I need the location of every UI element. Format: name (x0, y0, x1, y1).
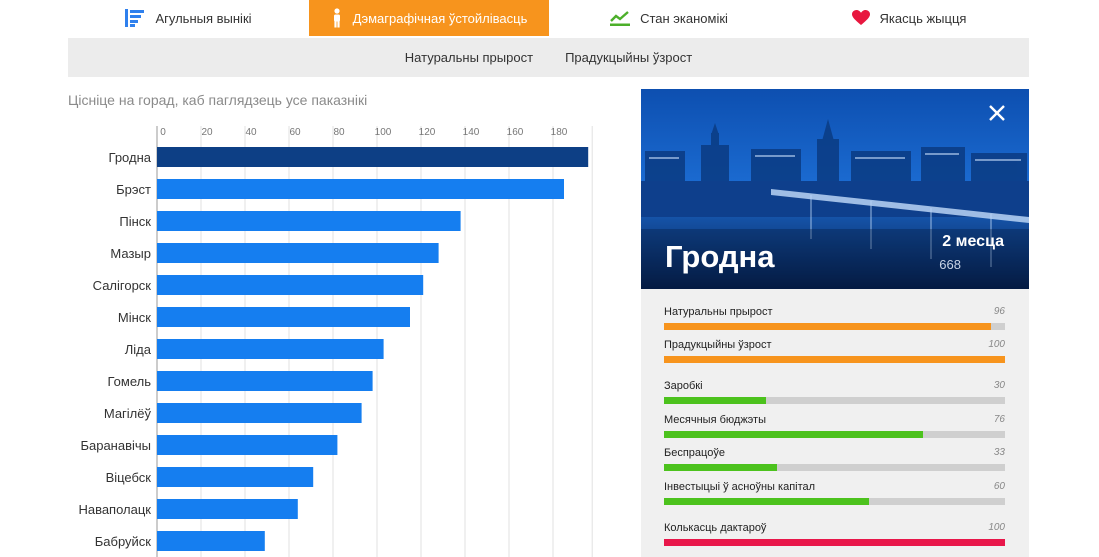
x-tick-label: 80 (333, 127, 345, 138)
category-label: Мінск (118, 310, 151, 325)
tab-label: Стан эканомікі (640, 10, 728, 26)
metric-natural-growth: Натуральны прырост 96 (664, 306, 1005, 330)
category-label: Наваполацк (78, 502, 151, 517)
city-detail-panel: Гродна 2 месца 668 Натуральны прырост 96… (641, 89, 1029, 557)
tab-label: Якасць жыцця (879, 10, 967, 26)
metric-fill (664, 431, 924, 438)
metric-label: Беспрацоўе (664, 447, 725, 459)
category-label: Гродна (109, 150, 152, 165)
metric-label: Колькасць дактароў (664, 522, 767, 534)
person-icon (331, 8, 343, 28)
metric-track (664, 431, 1005, 438)
x-tick-label: 20 (201, 127, 213, 138)
metric-value: 96 (993, 306, 1005, 317)
x-tick-label: 100 (375, 127, 392, 138)
metric-monthly-budgets: Месячныя бюджэты 76 (664, 414, 1005, 438)
trend-icon (610, 10, 631, 26)
category-label: Ліда (125, 342, 152, 357)
bar-12[interactable] (157, 531, 265, 551)
bar-6[interactable] (157, 339, 384, 359)
metric-value: 30 (993, 380, 1005, 391)
bar-chart: 0 20 40 60 80 100 120 140 160 180 Гродна Брэст Пінск… (78, 126, 593, 557)
heart-icon (851, 10, 870, 26)
bar-8[interactable] (157, 403, 362, 423)
category-label: Баранавічы (80, 438, 151, 453)
subnav-working-age[interactable]: Прадукцыйны ўзрост (565, 50, 693, 65)
tab-quality-of-life[interactable]: Якасць жыцця (789, 0, 1029, 36)
x-tick-label: 0 (160, 127, 166, 138)
tab-demographic-stability[interactable]: Дэмаграфічная ўстойлівасць (309, 0, 549, 36)
bar-1[interactable] (157, 179, 564, 199)
metric-fill (664, 397, 767, 404)
metric-track (664, 498, 1005, 505)
close-icon[interactable] (987, 103, 1007, 123)
metric-label: Інвестыцыі ў асноўны капітал (664, 481, 816, 493)
metric-value: 100 (988, 522, 1005, 533)
tab-economy-state[interactable]: Стан эканомікі (549, 0, 789, 36)
top-nav: Агульныя вынікі Дэмаграфічная ўстойлівас… (68, 0, 1029, 36)
metric-unemployment: Беспрацоўе 33 (664, 447, 1005, 471)
metric-value: 33 (993, 447, 1005, 458)
category-label: Бабруйск (95, 534, 152, 549)
category-label: Магілёў (104, 406, 152, 421)
metric-track (664, 539, 1005, 546)
bar-11[interactable] (157, 499, 298, 519)
x-tick-label: 180 (551, 127, 568, 138)
x-tick-label: 140 (463, 127, 480, 138)
metric-track (664, 323, 1005, 330)
city-photo: Гродна 2 месца 668 (641, 89, 1029, 289)
category-label: Віцебск (106, 470, 152, 485)
city-name: Гродна (665, 239, 775, 274)
metric-fill (664, 498, 869, 505)
rank: 2 месца (942, 233, 1004, 250)
bar-3[interactable] (157, 243, 439, 263)
rank-subvalue: 668 (939, 257, 961, 272)
category-label: Салігорск (93, 278, 152, 293)
category-label: Пінск (119, 214, 151, 229)
tab-overall-results[interactable]: Агульныя вынікі (68, 0, 309, 36)
sub-nav: Натуральны прырост Прадукцыйны ўзрост (68, 38, 1029, 77)
bar-2[interactable] (157, 211, 461, 231)
metric-working-age: Прадукцыйны ўзрост 100 (664, 339, 1005, 363)
metric-label: Заробкі (664, 380, 703, 392)
metric-value: 60 (993, 481, 1005, 492)
x-tick-label: 160 (507, 127, 524, 138)
category-label: Брэст (116, 182, 151, 197)
metric-value: 100 (988, 339, 1005, 350)
metric-doctors: Колькасць дактароў 100 (664, 522, 1005, 546)
list-icon (125, 9, 145, 27)
metric-investments: Інвестыцыі ў асноўны капітал 60 (664, 481, 1005, 505)
bar-7[interactable] (157, 371, 373, 391)
bar-9[interactable] (157, 435, 338, 455)
x-tick-label: 60 (289, 127, 301, 138)
metric-label: Месячныя бюджэты (664, 414, 766, 426)
metric-track (664, 464, 1005, 471)
tab-label: Агульныя вынікі (155, 10, 252, 26)
chart-hint: Цісніце на горад, каб паглядзець усе пак… (68, 92, 368, 108)
metrics-list: Натуральны прырост 96 Прадукцыйны ўзрост… (641, 289, 1029, 557)
bar-5[interactable] (157, 307, 410, 327)
subnav-natural-growth[interactable]: Натуральны прырост (404, 50, 534, 65)
bar-0[interactable] (157, 147, 589, 167)
metric-label: Прадукцыйны ўзрост (664, 339, 772, 351)
metric-wages: Заробкі 30 (664, 380, 1005, 404)
metric-fill (664, 323, 992, 330)
metric-fill (664, 464, 777, 471)
metric-label: Натуральны прырост (664, 306, 773, 318)
bar-10[interactable] (157, 467, 314, 487)
category-label: Гомель (108, 374, 152, 389)
bar-4[interactable] (157, 275, 424, 295)
metric-fill (664, 539, 1005, 546)
x-tick-label: 40 (245, 127, 257, 138)
metric-fill (664, 356, 1005, 363)
metric-track (664, 397, 1005, 404)
x-tick-label: 120 (419, 127, 436, 138)
metric-track (664, 356, 1005, 363)
category-label: Мазыр (110, 246, 151, 261)
metric-value: 76 (993, 414, 1005, 425)
tab-label: Дэмаграфічная ўстойлівасць (352, 10, 528, 26)
